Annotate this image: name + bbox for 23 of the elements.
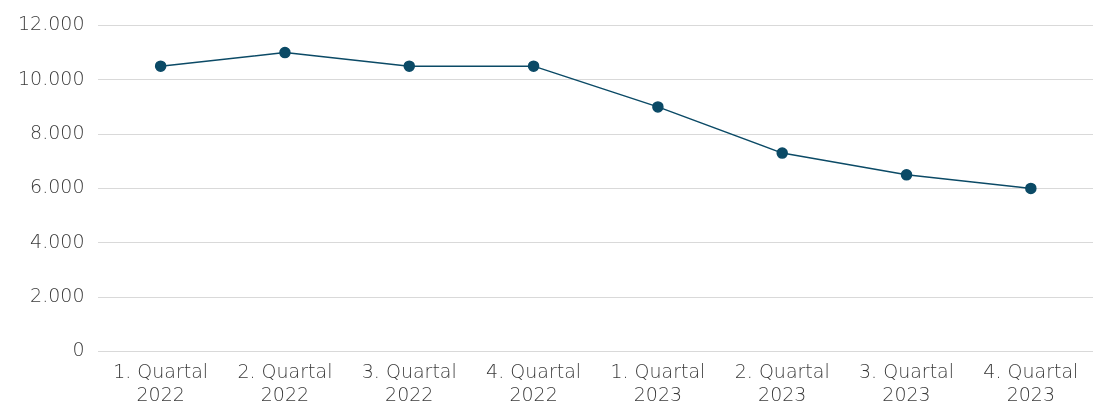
point [900,169,913,181]
point [154,60,167,72]
point [776,147,788,159]
y-tick-label: 0 [72,338,85,361]
point [527,60,540,72]
point [652,101,664,113]
y-tick-label: 12.000 [18,12,85,35]
x-tick-label: 2. Quartal 2023 [734,359,830,405]
x-tick-label: 4. Quartal 2022 [486,359,582,405]
x-tick-label: 1. Quartal 2023 [610,359,706,405]
y-tick-label: 8.000 [30,121,85,143]
point [1025,182,1037,195]
point [403,60,416,72]
y-tick-label: 6.000 [30,175,85,198]
y-tick-label: 4.000 [30,229,85,252]
x-tick-label: 1. Quartal 2022 [113,359,209,405]
x-tick-label: 4. Quartal 2023 [983,359,1079,405]
point [279,46,291,59]
x-tick-label: 3. Quartal 2023 [859,359,955,405]
x-tick-label: 2. Quartal 2022 [237,359,333,405]
y-tick-label: 2.000 [30,284,85,306]
x-tick-label: 3. Quartal 2022 [361,359,457,405]
y-tick-label: 10.000 [18,66,85,89]
